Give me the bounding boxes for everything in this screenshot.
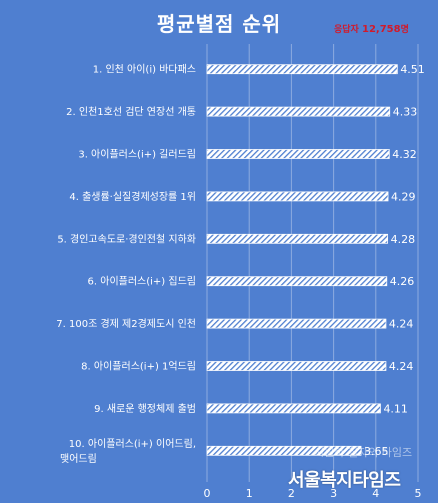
x-tick-label: 0 (204, 487, 211, 500)
x-tick-label: 5 (415, 487, 422, 500)
bar (206, 403, 381, 414)
bar (206, 149, 390, 159)
value-label: 4.29 (391, 190, 416, 203)
value-label: 4.26 (390, 275, 415, 288)
value-label: 3.65 (364, 445, 389, 458)
value-label: 4.32 (392, 148, 417, 161)
category-label: 8. 아이플러스(i+) 1억드림 (81, 361, 196, 373)
bar (206, 106, 391, 117)
value-label: 4.28 (391, 233, 416, 246)
value-label: 4.24 (389, 318, 414, 331)
bar (206, 361, 387, 371)
respondents-count: 응답자 12,758명 (334, 22, 409, 35)
bar (206, 318, 387, 329)
category-label: 1. 인천 아이(i) 바다패스 (93, 64, 196, 76)
bar (206, 64, 398, 75)
respondents-number: 12,758 (361, 24, 401, 35)
category-label: 9. 새로운 행정체제 출범 (94, 403, 196, 415)
category-label: 7. 100조 경제 제2경제도시 인천 (56, 317, 196, 330)
respondents-label: 응답자 (334, 25, 359, 35)
watermark-logo: 서울복지타임즈 (288, 470, 401, 491)
category-label: 5. 경인고속도로·경인전철 지하화 (57, 232, 196, 245)
bar (206, 276, 388, 287)
x-tick-label: 4 (372, 487, 379, 500)
category-labels: 1. 인천 아이(i) 바다패스 2. 인천1호선 검단 연장선 개통 3. 아이플… (56, 64, 196, 465)
chart-title: 평균별점 순위 (156, 12, 282, 36)
value-label: 4.33 (393, 106, 418, 119)
category-label: 2. 인천1호선 검단 연장선 개통 (66, 106, 196, 118)
x-tick-label: 1 (246, 487, 253, 500)
bar (206, 191, 389, 202)
category-label: 6. 아이플러스(i+) 집드림 (88, 276, 196, 288)
bars (206, 64, 398, 456)
bar (206, 445, 362, 456)
category-label: 4. 출생률·실질경제성장률 1위 (69, 190, 196, 203)
x-axis-ticks: 0 1 2 3 4 5 (204, 487, 422, 500)
value-labels: 4.51 4.33 4.32 4.29 4.28 4.26 4.24 4.24 4.11 3.65 (364, 63, 425, 458)
category-label: 10. 아이플러스(i+) 이어드림, 맺어드림 (60, 438, 196, 465)
x-tick-label: 3 (330, 487, 337, 500)
bar (206, 233, 389, 244)
value-label: 4.11 (383, 402, 408, 415)
value-label: 4.24 (389, 360, 414, 373)
watermark-sub: 시원하 칠자의 타임즈 (314, 446, 413, 459)
category-label: 3. 아이플러스(i+) 길러드림 (78, 148, 196, 161)
value-label: 4.51 (400, 63, 425, 76)
x-tick-label: 2 (288, 487, 295, 500)
respondents-unit: 명 (400, 25, 409, 35)
